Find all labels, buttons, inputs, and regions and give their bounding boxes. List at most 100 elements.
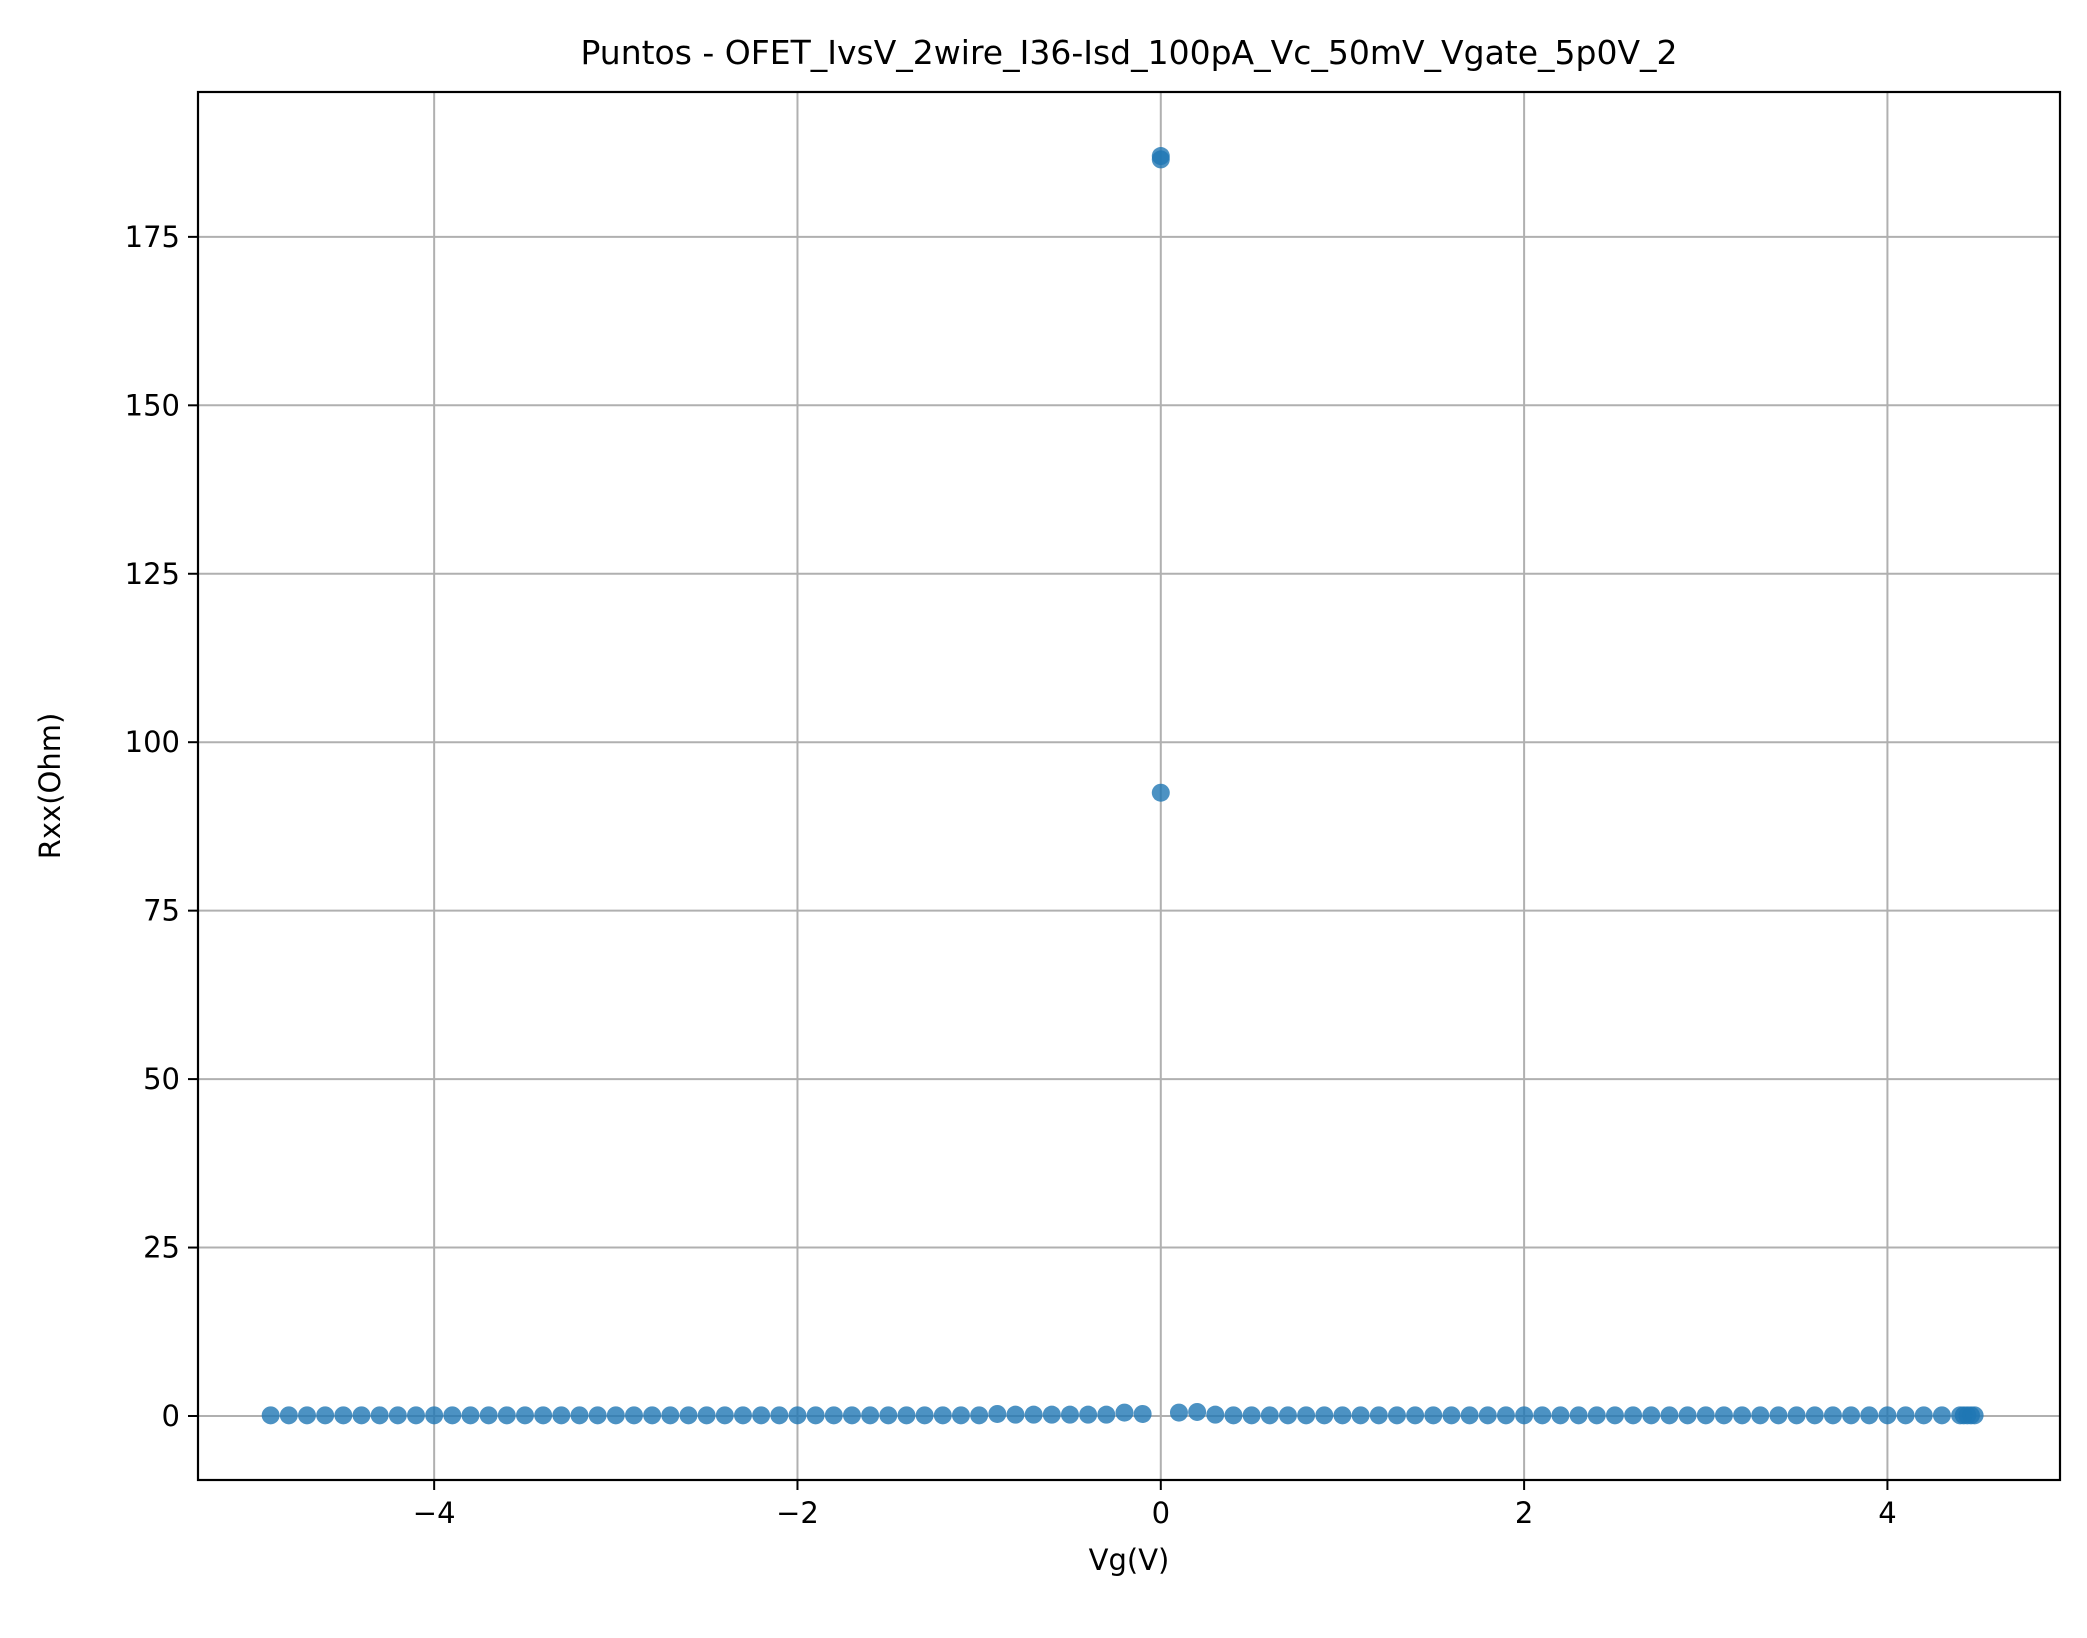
- data-point: [824, 1406, 843, 1425]
- data-point: [497, 1406, 516, 1425]
- data-point: [534, 1406, 553, 1425]
- data-point: [1278, 1406, 1297, 1425]
- data-point: [1060, 1405, 1079, 1424]
- x-tick-label: 4: [1878, 1496, 1896, 1530]
- data-point: [1387, 1406, 1406, 1425]
- data-point: [915, 1406, 934, 1425]
- data-point: [425, 1406, 444, 1425]
- data-point: [588, 1406, 607, 1425]
- data-point: [806, 1406, 825, 1425]
- data-point: [1823, 1406, 1842, 1425]
- data-point: [1224, 1406, 1243, 1425]
- data-point: [261, 1406, 280, 1425]
- data-point: [606, 1406, 625, 1425]
- data-point: [1660, 1406, 1679, 1425]
- data-point: [951, 1406, 970, 1425]
- data-point: [770, 1406, 789, 1425]
- data-point: [752, 1406, 771, 1425]
- y-tick-label: 100: [125, 725, 180, 759]
- data-point: [1315, 1406, 1334, 1425]
- data-point: [1878, 1406, 1897, 1425]
- data-point: [1333, 1406, 1352, 1425]
- data-point: [1860, 1406, 1879, 1425]
- data-point: [1496, 1406, 1515, 1425]
- data-point: [1115, 1403, 1134, 1422]
- data-point: [1006, 1405, 1025, 1424]
- x-tick-label: −2: [776, 1496, 819, 1530]
- data-point: [1406, 1406, 1425, 1425]
- data-point: [970, 1406, 989, 1425]
- data-point: [1460, 1406, 1479, 1425]
- y-tick-label: 175: [125, 220, 180, 254]
- x-tick-label: 0: [1152, 1496, 1170, 1530]
- data-point: [879, 1406, 898, 1425]
- data-point: [715, 1406, 734, 1425]
- data-point: [443, 1406, 462, 1425]
- data-point: [988, 1404, 1007, 1423]
- data-point: [1042, 1405, 1061, 1424]
- data-point: [515, 1406, 534, 1425]
- data-point: [461, 1406, 480, 1425]
- data-point: [1624, 1406, 1643, 1425]
- data-point: [624, 1406, 643, 1425]
- data-point: [788, 1406, 807, 1425]
- y-tick-label: 0: [162, 1399, 180, 1433]
- data-point: [279, 1406, 298, 1425]
- data-point: [1169, 1403, 1188, 1422]
- data-point: [861, 1406, 880, 1425]
- data-point: [1751, 1406, 1770, 1425]
- data-point: [842, 1406, 861, 1425]
- data-point: [1842, 1406, 1861, 1425]
- data-point: [1605, 1406, 1624, 1425]
- data-point: [661, 1406, 680, 1425]
- y-tick-label: 50: [143, 1062, 180, 1096]
- x-tick-label: −4: [413, 1496, 456, 1530]
- data-point: [1787, 1406, 1806, 1425]
- data-point: [897, 1406, 916, 1425]
- y-axis-label: Rxx(Ohm): [33, 713, 67, 860]
- data-point: [697, 1406, 716, 1425]
- data-point: [1896, 1406, 1915, 1425]
- data-point: [933, 1406, 952, 1425]
- chart-title: Puntos - OFET_IvsV_2wire_I36-Isd_100pA_V…: [580, 33, 1677, 72]
- data-point: [1188, 1402, 1207, 1421]
- data-point: [1733, 1406, 1752, 1425]
- data-point: [1442, 1406, 1461, 1425]
- data-point: [1133, 1404, 1152, 1423]
- data-point: [334, 1406, 353, 1425]
- data-points: [261, 147, 1984, 1425]
- x-axis-label: Vg(V): [1089, 1543, 1170, 1577]
- data-point: [1424, 1406, 1443, 1425]
- data-point: [479, 1406, 498, 1425]
- data-point: [1297, 1406, 1316, 1425]
- data-point: [1551, 1406, 1570, 1425]
- data-point: [1714, 1406, 1733, 1425]
- axis-ticks: −4 −2 0 2 4 0 25 50 75 100 125 150 175: [125, 220, 1897, 1530]
- data-point: [1769, 1406, 1788, 1425]
- data-point: [1965, 1406, 1984, 1425]
- data-point: [1805, 1406, 1824, 1425]
- y-tick-label: 75: [143, 894, 180, 928]
- plot-frame: [196, 90, 2062, 1482]
- data-point: [297, 1406, 316, 1425]
- data-point: [1260, 1406, 1279, 1425]
- data-point: [733, 1406, 752, 1425]
- data-point: [643, 1406, 662, 1425]
- data-point: [406, 1406, 425, 1425]
- data-point: [352, 1406, 371, 1425]
- data-point: [552, 1406, 571, 1425]
- y-tick-label: 125: [125, 557, 180, 591]
- data-point: [370, 1406, 389, 1425]
- data-point: [1587, 1406, 1606, 1425]
- data-point: [1206, 1405, 1225, 1424]
- data-point: [1678, 1406, 1697, 1425]
- data-point: [1242, 1406, 1261, 1425]
- data-point: [1914, 1406, 1933, 1425]
- data-point: [1351, 1406, 1370, 1425]
- data-point: [1151, 147, 1170, 166]
- data-point: [570, 1406, 589, 1425]
- data-point: [1478, 1406, 1497, 1425]
- data-point: [1024, 1405, 1043, 1424]
